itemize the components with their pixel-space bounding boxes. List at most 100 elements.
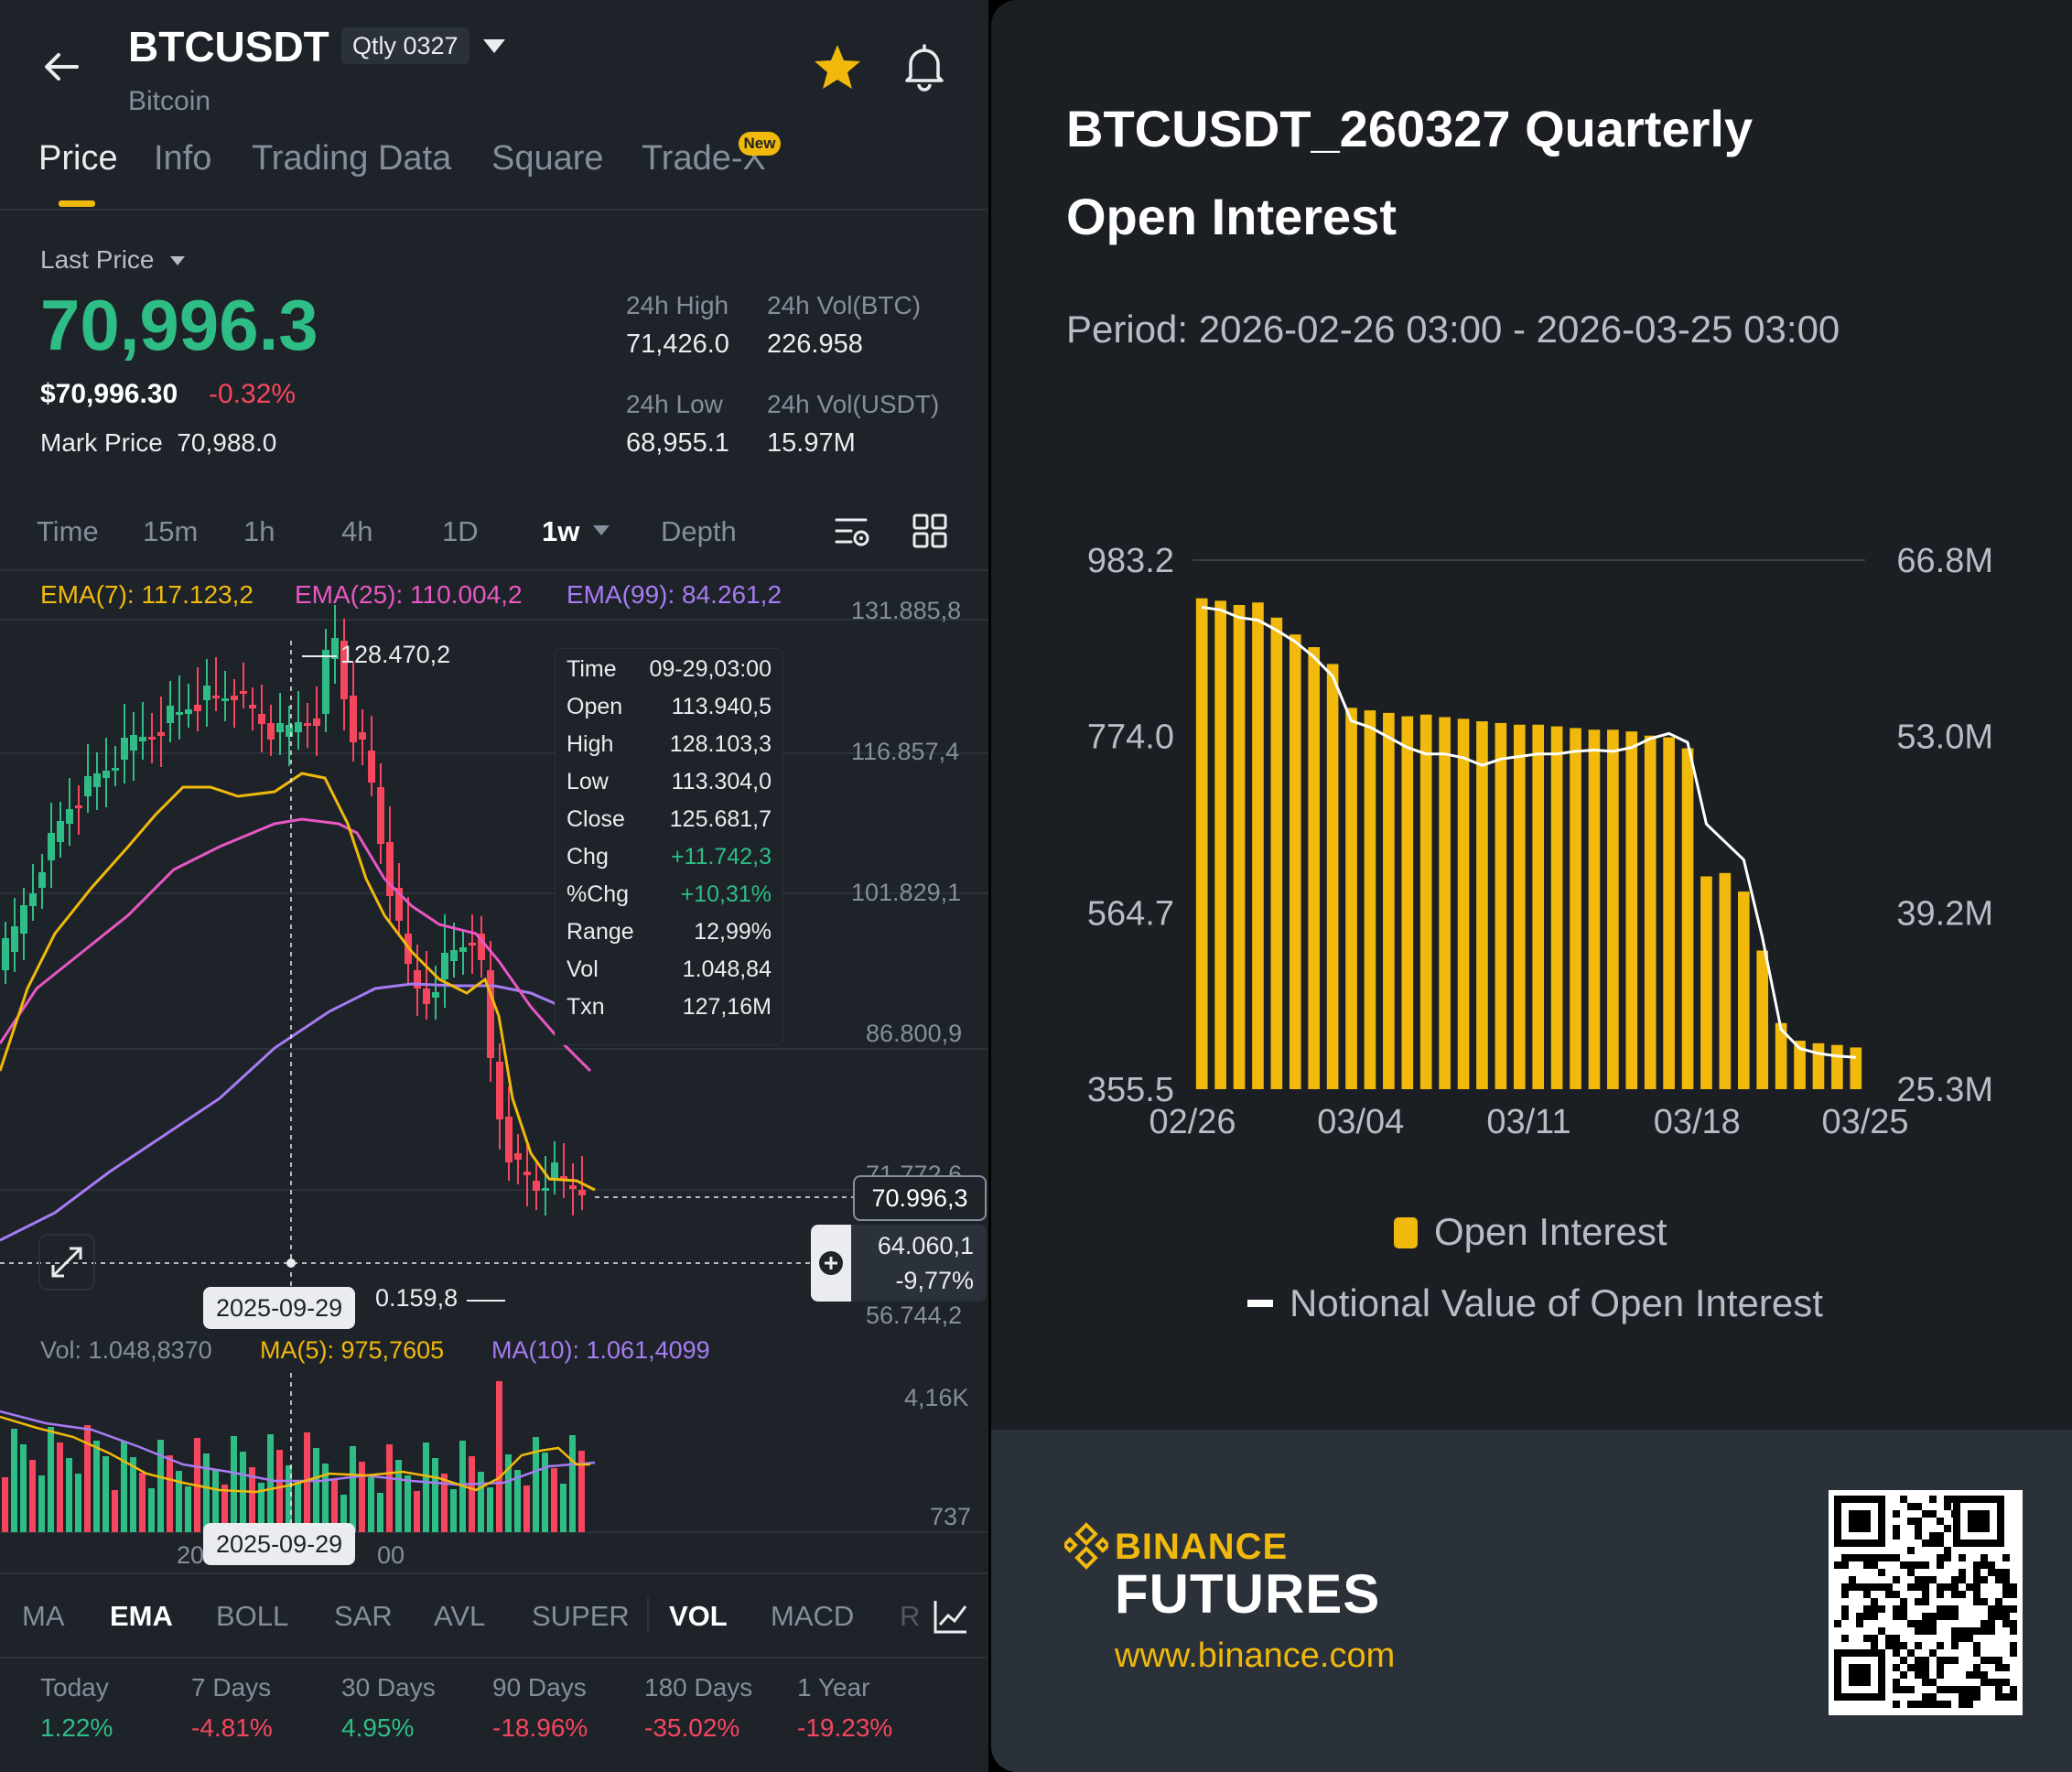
volume-bar: [139, 1473, 146, 1532]
indicator-truncated[interactable]: R: [900, 1600, 921, 1632]
volume-bar: [212, 1469, 219, 1532]
indicator-vol[interactable]: VOL: [669, 1600, 728, 1632]
oi-left-tick: 355.5: [1087, 1071, 1174, 1109]
vol-btc-value: 226.958: [767, 330, 863, 359]
ema99-readout: EMA(99): 84.261,2: [567, 580, 782, 609]
qr-module: [1900, 1657, 1907, 1664]
qr-module: [1922, 1583, 1929, 1591]
tab-trading-data[interactable]: Trading Data: [252, 139, 452, 178]
qr-module: [2002, 1605, 2010, 1613]
interval-15m[interactable]: 15m: [143, 515, 199, 547]
qr-module: [1995, 1686, 2002, 1693]
grid-layout-icon[interactable]: [912, 513, 948, 549]
interval-1w[interactable]: 1w: [542, 515, 580, 547]
candle-body: [523, 1172, 531, 1175]
interval-1h[interactable]: 1h: [243, 515, 275, 547]
qr-module: [1980, 1657, 1988, 1664]
volume-bar: [313, 1448, 319, 1532]
line-chart-icon[interactable]: [932, 1597, 970, 1636]
qr-module: [1893, 1576, 1900, 1583]
tooltip-value: +10,31%: [680, 881, 772, 907]
qr-module: [1937, 1583, 1944, 1591]
qr-module: [1988, 1561, 1995, 1569]
qr-module: [1959, 1693, 1966, 1701]
qr-module: [1995, 1598, 2002, 1605]
candlestick-chart[interactable]: [0, 586, 988, 1318]
divider: [0, 1572, 988, 1574]
qr-module: [1900, 1561, 1907, 1569]
qr-module: [1929, 1693, 1937, 1701]
last-price-selector[interactable]: Last Price: [40, 245, 187, 275]
candle-body: [221, 698, 229, 701]
indicator-ma[interactable]: MA: [22, 1600, 65, 1632]
indicator-boll[interactable]: BOLL: [216, 1600, 289, 1632]
qr-module: [1863, 1591, 1871, 1598]
price-axis-label: 116.857,4: [851, 738, 960, 765]
volume-chart: [0, 1373, 988, 1534]
contract-badge[interactable]: Qtly 0327: [341, 27, 469, 64]
qr-module: [1834, 1620, 1841, 1627]
candle-body: [203, 686, 210, 700]
qr-module: [2010, 1693, 2017, 1701]
candle-body: [84, 776, 92, 796]
star-icon[interactable]: [810, 40, 865, 95]
volume-bar: [203, 1453, 210, 1532]
current-price-box: 70.996,3: [853, 1175, 987, 1221]
indicator-sar[interactable]: SAR: [334, 1600, 393, 1632]
oi-bar: [1233, 604, 1246, 1089]
volume-bar: [167, 1455, 173, 1532]
oi-bar: [1644, 735, 1657, 1089]
interval-4h[interactable]: 4h: [341, 515, 373, 547]
dropdown-caret-icon: [593, 525, 610, 535]
oi-bar: [1495, 722, 1507, 1089]
volume-bar: [93, 1441, 100, 1532]
brand-url[interactable]: www.binance.com: [1115, 1637, 1396, 1675]
interval-1d[interactable]: 1D: [442, 515, 479, 547]
qr-module: [1944, 1547, 1951, 1554]
candle-body: [551, 1162, 558, 1181]
symbol-title[interactable]: BTCUSDT: [128, 23, 329, 70]
qr-module: [1980, 1671, 1988, 1679]
qr-module: [1959, 1627, 1966, 1635]
qr-module: [1922, 1627, 1929, 1635]
candle-body: [441, 953, 448, 979]
candle-body: [569, 1185, 577, 1189]
qr-module: [1900, 1613, 1907, 1620]
vol-btc-label: 24h Vol(BTC): [767, 291, 922, 319]
oi-bar: [1419, 714, 1432, 1089]
qr-module: [1937, 1686, 1944, 1693]
qr-module: [1951, 1627, 1959, 1635]
chart-settings-icon[interactable]: [833, 513, 873, 553]
interval-depth[interactable]: Depth: [661, 515, 737, 547]
qr-module: [1937, 1591, 1944, 1598]
bell-icon[interactable]: [897, 38, 952, 93]
expand-icon: [51, 1247, 82, 1278]
volume-bar: [414, 1491, 420, 1532]
perf-label-180d: 180 Days: [644, 1673, 753, 1702]
qr-module: [1937, 1532, 1944, 1540]
indicator-ema[interactable]: EMA: [110, 1600, 173, 1632]
tab-info[interactable]: Info: [154, 139, 212, 178]
dropdown-caret-icon[interactable]: [480, 35, 508, 57]
add-order-button[interactable]: [811, 1225, 851, 1302]
tab-square[interactable]: Square: [491, 139, 604, 178]
indicator-super[interactable]: SUPER: [532, 1600, 630, 1632]
qr-module: [1951, 1576, 1959, 1583]
volume-bar: [130, 1457, 136, 1532]
qr-module: [1959, 1591, 1966, 1598]
expand-button[interactable]: [38, 1234, 95, 1291]
qr-module: [1900, 1642, 1907, 1649]
interval-time[interactable]: Time: [37, 515, 99, 547]
indicator-avl[interactable]: AVL: [434, 1600, 486, 1632]
perf-value-180d: -35.02%: [644, 1713, 740, 1742]
qr-module: [1929, 1613, 1937, 1620]
indicator-macd[interactable]: MACD: [771, 1600, 855, 1632]
qr-module: [2010, 1627, 2017, 1635]
volume-bar: [450, 1489, 457, 1532]
tab-price[interactable]: Price: [38, 139, 118, 178]
qr-module: [1951, 1657, 1959, 1664]
qr-module: [1907, 1620, 1915, 1627]
back-arrow-icon[interactable]: [37, 41, 88, 92]
high-24h-value: 71,426.0: [626, 330, 729, 359]
qr-module: [1937, 1561, 1944, 1569]
